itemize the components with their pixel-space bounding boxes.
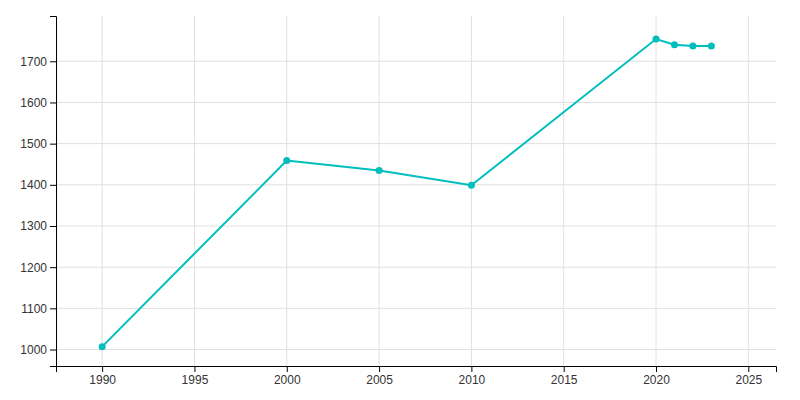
y-axis-line [50, 17, 57, 367]
x-axis-tick: 2000 [274, 366, 301, 387]
grid-line-y [56, 308, 776, 309]
y-axis-tick: 1300 [20, 219, 56, 233]
x-axis-tick-label: 1990 [89, 373, 116, 387]
y-axis-tick-label: 1700 [20, 55, 47, 69]
x-axis-tick-mark [194, 366, 195, 372]
plot-area: 1990 1995 2000 2005 2010 2015 2020 2025 1000 1100… [20, 16, 776, 387]
x-axis-tick-mark [287, 366, 288, 372]
y-axis-tick: 1600 [20, 96, 56, 110]
x-axis: 1990 1995 2000 2005 2010 2015 2020 2025 [57, 366, 777, 387]
y-axis-tick-mark [50, 226, 56, 227]
x-axis-tick: 1995 [182, 366, 209, 387]
y-axis-tick-label: 1500 [20, 137, 47, 151]
y-axis-tick-label: 1200 [20, 261, 47, 275]
grid [56, 16, 776, 366]
chart: 1990 1995 2000 2005 2010 2015 2020 2025 1000 1100… [0, 0, 800, 400]
x-axis-tick-label: 1995 [182, 373, 209, 387]
grid-line-x [563, 16, 564, 366]
point [376, 167, 383, 174]
y-axis-tick-label: 1300 [20, 219, 47, 233]
y-axis-tick-label: 1600 [20, 96, 47, 110]
y-axis-tick-label: 1100 [21, 302, 47, 316]
grid-line-y [56, 143, 776, 144]
grid-line-y [56, 267, 776, 268]
x-axis-tick: 1990 [89, 366, 116, 387]
x-axis-tick-mark [102, 366, 103, 372]
grid-line-x [194, 16, 195, 366]
grid-line-y [56, 226, 776, 227]
y-axis-tick: 1200 [20, 261, 56, 275]
grid-line-x [471, 16, 472, 366]
x-axis-tick-label: 2015 [551, 373, 578, 387]
grid-line-y [56, 184, 776, 185]
point [468, 182, 475, 189]
marks [99, 36, 715, 351]
point [689, 43, 696, 50]
point [671, 41, 678, 48]
grid-line-x [379, 16, 380, 366]
x-axis-line [57, 367, 777, 373]
y-axis-tick: 1400 [20, 178, 56, 192]
x-axis-tick-mark [379, 366, 380, 372]
y-axis-tick-mark [50, 308, 56, 309]
y-axis-tick: 1000 [20, 343, 56, 357]
y-axis-tick: 1100 [21, 302, 56, 316]
x-axis-tick-label: 2020 [643, 373, 670, 387]
grid-line-x [102, 16, 103, 366]
x-axis-tick-mark [564, 366, 565, 372]
y-axis-tick-mark [50, 102, 56, 103]
x-axis-tick-mark [471, 366, 472, 372]
point [653, 36, 660, 43]
grid-line-x [656, 16, 657, 366]
x-axis-tick-label: 2025 [735, 373, 762, 387]
y-axis-tick: 1700 [20, 55, 56, 69]
x-axis-tick: 2015 [551, 366, 578, 387]
y-axis-tick-mark [50, 61, 56, 62]
y-axis-tick-mark [50, 144, 56, 145]
x-axis-tick-label: 2010 [459, 373, 486, 387]
x-axis-tick: 2010 [459, 366, 486, 387]
y-axis-tick-mark [50, 350, 56, 351]
x-axis-tick: 2020 [643, 366, 670, 387]
grid-line-y [56, 61, 776, 62]
point [99, 343, 106, 350]
grid-line-x [748, 16, 749, 366]
grid-line-y [56, 102, 776, 103]
x-axis-tick: 2005 [366, 366, 393, 387]
x-axis-tick-label: 2000 [274, 373, 301, 387]
x-axis-tick-mark [656, 366, 657, 372]
y-axis-tick: 1500 [20, 137, 56, 151]
x-axis-tick-label: 2005 [366, 373, 393, 387]
grid-line-y [56, 349, 776, 350]
grid-line-x [286, 16, 287, 366]
y-axis-tick-mark [50, 185, 56, 186]
point [283, 157, 290, 164]
y-axis-tick-label: 1000 [20, 343, 47, 357]
line [102, 39, 711, 347]
point [708, 43, 715, 50]
y-axis-tick-mark [50, 267, 56, 268]
y-axis-tick-label: 1400 [20, 178, 47, 192]
x-axis-tick-mark [748, 366, 749, 372]
y-axis: 1000 1100 1200 1300 1400 1500 1600 1700 [20, 17, 56, 367]
x-axis-tick: 2025 [735, 366, 762, 387]
